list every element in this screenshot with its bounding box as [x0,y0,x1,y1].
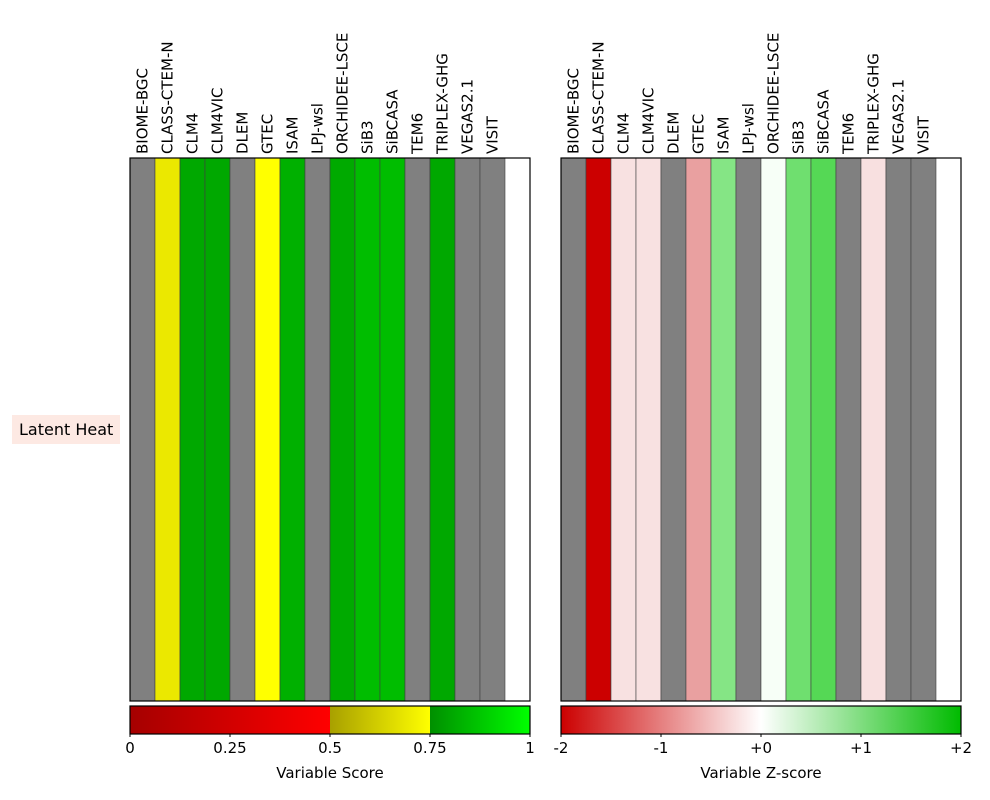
colorbar-tick-label: +1 [850,739,872,757]
colorbar-tick-label: +2 [950,739,972,757]
heatmap-cell [660,157,687,702]
colorbar-tick-label: +0 [750,739,772,757]
heatmap-cell [279,157,306,702]
column-label: GTEC [690,114,708,154]
colorbar-tick-label: 0.75 [413,739,446,757]
column-label: GTEC [259,114,277,154]
heatmap-cell [404,157,431,702]
heatmap-cell [429,157,456,702]
column-label: SiB3 [790,120,808,154]
column-label: LPJ-wsl [740,103,758,154]
heatmap-cell [685,157,712,702]
column-label: BIOME-BGC [134,68,152,154]
column-label: TRIPLEX-GHG [434,53,452,155]
column-label: CLM4VIC [209,88,227,154]
heatmap-frame [129,157,531,702]
column-label: CLM4VIC [640,88,658,154]
colorbar-segment [430,706,530,734]
heatmap-cell [760,157,787,702]
column-label: VEGAS2.1 [890,79,908,154]
colorbar-segment [130,706,330,734]
heatmap-cell [204,157,231,702]
heatmap-cell [910,157,937,702]
column-label: TEM6 [409,113,427,155]
column-label: BIOME-BGC [565,68,583,154]
heatmap-cell [229,157,256,702]
colorbar-label: Variable Z-score [700,764,821,782]
heatmap-frame [560,157,962,702]
colorbar-label: Variable Score [276,764,384,782]
colorbar-tick-label: -1 [654,739,669,757]
heatmap-cell [810,157,837,702]
column-label: CLASS-CTEM-N [159,41,177,154]
heatmap-cell [254,157,281,702]
column-label: CLASS-CTEM-N [590,41,608,154]
heatmap-cell [610,157,637,702]
colorbar-segment [761,706,961,734]
heatmap-cell [635,157,662,702]
column-label: ORCHIDEE-LSCE [765,33,783,154]
colorbar-tick-label: -2 [554,739,569,757]
heatmap-cell [785,157,812,702]
heatmap-cell [454,157,481,702]
heatmap-cell [154,157,181,702]
column-label: ORCHIDEE-LSCE [334,33,352,154]
heatmap-cell [735,157,762,702]
column-label: CLM4 [615,113,633,154]
row-label-latent-heat: Latent Heat [12,415,121,444]
colorbar-tick-label: 1 [525,739,535,757]
heatmap-cell [179,157,206,702]
heatmap-cell [835,157,862,702]
column-label: TEM6 [840,113,858,155]
heatmap-cell [710,157,737,702]
column-label: ISAM [715,117,733,154]
heatmap-cell [354,157,381,702]
column-label: SiBCASA [815,89,833,154]
colorbar-tick-label: 0.25 [213,739,246,757]
column-label: VEGAS2.1 [459,79,477,154]
column-label: DLEM [665,112,683,154]
column-label: VISIT [915,115,933,154]
heatmap-cell [379,157,406,702]
colorbar-tick-label: 0.5 [318,739,342,757]
heatmap-cell [860,157,887,702]
colorbar-segment [330,706,430,734]
heatmap-cell [585,157,612,702]
heatmap-cell [479,157,506,702]
column-label: TRIPLEX-GHG [865,53,883,155]
column-label: SiBCASA [384,89,402,154]
column-label: SiB3 [359,120,377,154]
column-label: LPJ-wsl [309,103,327,154]
heatmap-cell [304,157,331,702]
heatmap-cell [885,157,912,702]
heatmap-panel-2: BIOME-BGC CLASS-CTEM-N CLM4 CLM4VIC DLEM GTEC… [554,33,973,782]
column-label: VISIT [484,115,502,154]
column-label: CLM4 [184,113,202,154]
heatmap-cell [560,157,587,702]
heatmap-cell [329,157,356,702]
column-label: DLEM [234,112,252,154]
heatmap-cell [129,157,156,702]
colorbar-segment [561,706,761,734]
colorbar-tick-label: 0 [125,739,135,757]
heatmap-panel-1: BIOME-BGC CLASS-CTEM-N CLM4 CLM4VIC DLEM GTEC… [125,33,535,782]
column-label: ISAM [284,117,302,154]
